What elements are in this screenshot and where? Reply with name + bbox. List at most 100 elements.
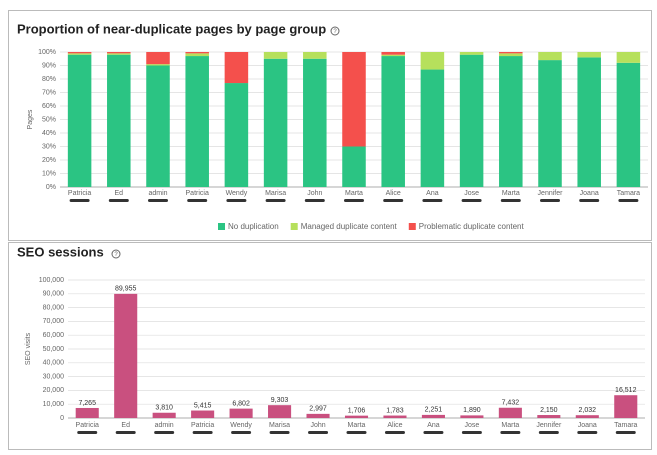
help-icon[interactable]: ? bbox=[111, 249, 121, 259]
value-label: 1,783 bbox=[386, 407, 404, 414]
bar bbox=[344, 415, 369, 418]
bar bbox=[152, 412, 176, 418]
bar-segment bbox=[420, 69, 445, 187]
legend-swatch bbox=[290, 223, 298, 230]
y-tick-label: 60,000 bbox=[43, 332, 65, 339]
redacted-text bbox=[423, 431, 444, 434]
x-tick-label: Ed bbox=[121, 422, 130, 429]
bar bbox=[537, 415, 561, 418]
value-label: 2,032 bbox=[579, 407, 597, 414]
x-tick-label: Alice bbox=[386, 190, 401, 197]
bar-segment bbox=[381, 52, 405, 55]
x-tick-label: admin bbox=[155, 422, 174, 429]
redacted-text bbox=[346, 431, 367, 434]
y-tick-label: 50,000 bbox=[43, 346, 65, 353]
y-tick-label: 0% bbox=[46, 184, 56, 191]
chart-title: SEO sessions bbox=[17, 244, 104, 259]
bar-segment bbox=[577, 57, 601, 188]
value-label: 89,955 bbox=[115, 286, 137, 293]
bar-segment bbox=[107, 52, 131, 54]
help-icon[interactable]: ? bbox=[330, 26, 340, 36]
bar-segment bbox=[616, 52, 641, 63]
value-label: 16,512 bbox=[615, 387, 637, 394]
x-tick-label: Joana bbox=[578, 422, 597, 429]
redacted-text bbox=[148, 199, 168, 202]
x-tick-label: Patricia bbox=[68, 190, 91, 197]
bar-segment bbox=[499, 56, 523, 187]
redacted-text bbox=[231, 431, 252, 434]
svg-text:?: ? bbox=[114, 252, 118, 258]
x-tick-label: Jennifer bbox=[536, 422, 562, 429]
value-label: 9,303 bbox=[271, 397, 289, 404]
bar bbox=[421, 414, 445, 418]
redacted-text bbox=[269, 431, 290, 434]
legend-swatch bbox=[408, 223, 416, 230]
redacted-text bbox=[422, 199, 443, 202]
y-tick-label: 70% bbox=[42, 89, 56, 96]
redacted-text bbox=[461, 199, 482, 202]
bar-segment bbox=[67, 54, 92, 188]
y-tick-label: 20,000 bbox=[43, 387, 65, 394]
bar-segment bbox=[420, 52, 445, 70]
bar-segment bbox=[499, 53, 523, 57]
legend-label: No duplication bbox=[228, 222, 279, 231]
redacted-text bbox=[192, 431, 213, 434]
bar-segment bbox=[146, 52, 170, 65]
x-tick-label: Wendy bbox=[226, 190, 248, 197]
y-tick-label: 30,000 bbox=[43, 373, 65, 380]
legend-label: Problematic duplicate content bbox=[419, 222, 525, 231]
bar-segment bbox=[67, 53, 92, 55]
x-tick-label: Marisa bbox=[265, 190, 286, 197]
bar-segment bbox=[263, 52, 288, 59]
x-tick-label: Ana bbox=[427, 422, 440, 429]
redacted-text bbox=[77, 431, 98, 434]
x-tick-label: Tamara bbox=[614, 422, 637, 429]
x-tick-label: Tamara bbox=[617, 190, 640, 197]
panel bbox=[8, 242, 652, 450]
x-tick-label: Marta bbox=[501, 422, 519, 429]
redacted-text bbox=[500, 431, 521, 434]
redacted-text bbox=[308, 431, 329, 434]
y-tick-label: 60% bbox=[42, 103, 56, 110]
redacted-text bbox=[618, 199, 639, 202]
x-tick-label: Marisa bbox=[269, 422, 290, 429]
value-label: 7,265 bbox=[78, 400, 96, 407]
bar-segment bbox=[303, 58, 327, 187]
y-tick-label: 80% bbox=[42, 76, 56, 83]
value-label: 1,706 bbox=[348, 407, 366, 414]
redacted-text bbox=[500, 199, 521, 202]
bar-segment bbox=[224, 83, 249, 187]
x-tick-label: Wendy bbox=[230, 422, 252, 429]
redacted-text bbox=[615, 431, 636, 434]
bar bbox=[575, 415, 599, 418]
value-label: 2,150 bbox=[540, 407, 558, 414]
x-tick-label: Ed bbox=[115, 190, 124, 197]
bar bbox=[229, 408, 253, 418]
x-tick-label: John bbox=[307, 190, 322, 197]
bar-segment bbox=[303, 52, 327, 59]
bar-segment bbox=[381, 56, 405, 187]
bar-segment bbox=[616, 62, 641, 187]
x-tick-label: Marta bbox=[502, 190, 520, 197]
bar-segment bbox=[185, 53, 209, 57]
x-tick-label: admin bbox=[148, 190, 167, 197]
redacted-text bbox=[226, 199, 247, 202]
bar-segment bbox=[577, 52, 601, 58]
redacted-text bbox=[579, 199, 600, 202]
redacted-text bbox=[384, 431, 405, 434]
bar bbox=[614, 395, 638, 418]
x-tick-label: Patricia bbox=[76, 422, 99, 429]
y-tick-label: 0 bbox=[60, 415, 64, 422]
y-tick-label: 100,000 bbox=[39, 277, 64, 284]
y-tick-label: 100% bbox=[38, 49, 56, 56]
redacted-text bbox=[115, 431, 136, 434]
bar-segment bbox=[459, 54, 484, 188]
y-tick-label: 20% bbox=[42, 157, 56, 164]
bar-segment bbox=[342, 146, 366, 187]
bar-segment bbox=[538, 60, 562, 187]
x-tick-label: Jose bbox=[465, 422, 480, 429]
y-tick-label: 80,000 bbox=[43, 304, 65, 311]
bar-segment bbox=[342, 52, 366, 147]
x-tick-label: Marta bbox=[345, 190, 363, 197]
value-label: 1,890 bbox=[463, 407, 481, 414]
